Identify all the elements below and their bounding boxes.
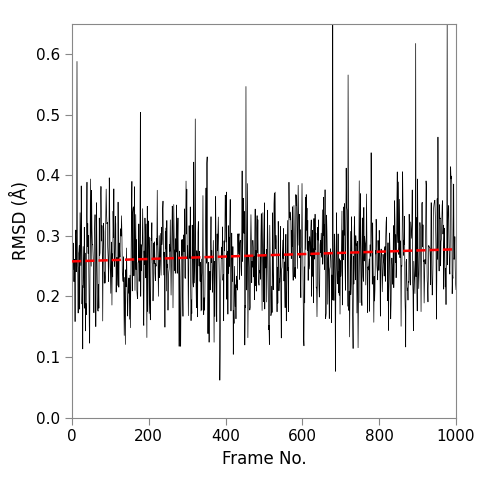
X-axis label: Frame No.: Frame No. [222,450,306,468]
Y-axis label: RMSD (Å): RMSD (Å) [12,181,30,260]
